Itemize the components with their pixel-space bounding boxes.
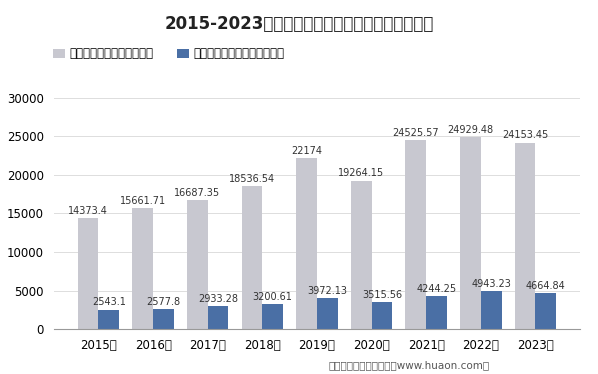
Text: 19264.15: 19264.15 — [338, 168, 385, 178]
Text: 24153.45: 24153.45 — [502, 131, 548, 141]
Bar — [317, 298, 338, 329]
Text: 15661.71: 15661.71 — [120, 196, 166, 206]
Bar — [263, 304, 283, 329]
Text: 2933.28: 2933.28 — [198, 294, 238, 304]
Text: 22174: 22174 — [291, 146, 322, 156]
Bar — [351, 181, 371, 329]
Bar — [99, 310, 119, 329]
Bar — [515, 143, 535, 329]
Bar — [242, 186, 263, 329]
Text: 18536.54: 18536.54 — [229, 174, 275, 184]
Bar — [296, 158, 317, 329]
Text: 14373.4: 14373.4 — [68, 206, 108, 216]
Text: 2543.1: 2543.1 — [92, 297, 126, 307]
Bar — [535, 293, 556, 329]
Text: 4943.23: 4943.23 — [471, 279, 511, 289]
Text: 2577.8: 2577.8 — [147, 297, 181, 307]
Bar — [371, 302, 392, 329]
Bar — [426, 296, 447, 329]
Bar — [460, 137, 481, 329]
Bar — [187, 200, 208, 329]
Bar — [405, 140, 426, 329]
Bar — [78, 218, 99, 329]
Bar — [208, 307, 228, 329]
Text: 16687.35: 16687.35 — [174, 188, 221, 198]
Text: 3200.61: 3200.61 — [253, 292, 292, 302]
Legend: 房屋建筑竺工面积（万㎡）, 房屋建筑业竺工价値（亿元）: 房屋建筑竺工面积（万㎡）, 房屋建筑业竺工价値（亿元） — [49, 44, 288, 64]
Bar — [153, 309, 174, 329]
Text: 4244.25: 4244.25 — [416, 284, 457, 294]
Text: 3515.56: 3515.56 — [362, 290, 402, 300]
Text: 4664.84: 4664.84 — [526, 281, 566, 291]
Text: 24525.57: 24525.57 — [392, 128, 439, 138]
Bar — [481, 291, 502, 329]
Text: 24929.48: 24929.48 — [447, 125, 493, 135]
Text: 制图：华经产业研究院（www.huaon.com）: 制图：华经产业研究院（www.huaon.com） — [329, 360, 490, 370]
Bar — [132, 208, 153, 329]
Text: 2015-2023年广东各房屋建筑竺工面积及竺工价値: 2015-2023年广东各房屋建筑竺工面积及竺工价値 — [164, 15, 434, 33]
Text: 3972.13: 3972.13 — [307, 286, 347, 296]
